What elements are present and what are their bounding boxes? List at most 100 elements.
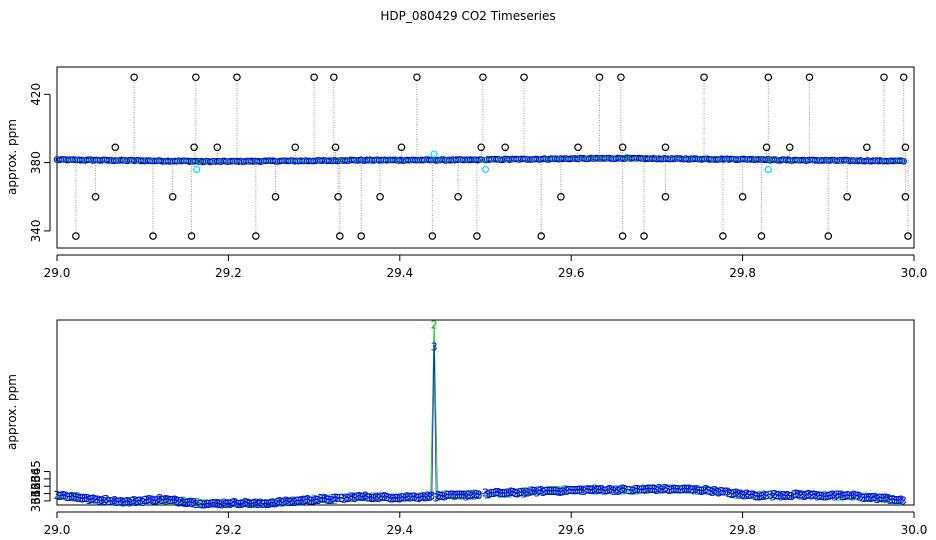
baseline-point-2 [330,158,336,164]
baseline-point-2 [543,156,549,162]
series-1-marker: 3 [300,495,307,508]
baseline-point-2 [373,157,379,163]
series-1-marker: 3 [109,496,116,509]
series-2-marker: 2 [74,490,81,503]
series-2-marker: 2 [434,490,441,503]
series-2-marker: 2 [417,490,424,503]
series-2-marker: 2 [897,495,904,508]
series-1-marker: 3 [383,491,390,504]
series-2-marker: 2 [410,491,417,504]
series-1-marker: 3 [324,494,331,507]
series-2-marker: 2 [355,491,362,504]
baseline-point-2 [695,156,702,162]
series-1-marker: 3 [538,484,545,497]
spike-point [91,192,100,201]
bottom-y-tick-label: 361 [29,490,43,513]
series-2-marker: 2 [623,484,630,497]
baseline-point-2 [823,157,829,163]
baseline-point-2 [865,158,872,164]
baseline-point-2 [716,156,723,162]
series-1-marker: 3 [488,487,495,500]
series-1-marker: 3 [159,494,166,507]
series-2-marker: 2 [465,488,472,501]
series-1-marker: 3 [636,484,643,497]
series-1-marker: 3 [531,485,538,498]
series-1-marker: 3 [251,497,258,510]
series-2-marker: 2 [893,495,900,508]
series-1-marker: 3 [501,487,508,500]
series-1-marker: 3 [246,498,253,511]
series-2-marker: 2 [252,498,259,511]
series-1-marker: 3 [484,488,491,501]
spike-point [904,232,912,240]
spike-point [376,192,384,201]
baseline-point-2 [352,157,359,163]
baseline-point-2 [128,157,134,164]
baseline-point-2 [287,158,294,164]
baseline-point-2 [81,157,87,163]
baseline-point-2 [245,158,252,164]
bottom-data-layer: 2222222222222222222222222222222222222222… [54,318,907,511]
series-1-marker: 3 [392,492,399,505]
series-2-marker: 2 [108,496,115,509]
series-1-marker: 3 [268,497,275,510]
series-1-marker: 3 [249,497,256,510]
series-1-marker: 3 [351,492,358,505]
series-1-marker: 3 [508,486,515,499]
baseline-point-2 [709,156,716,162]
series-1-marker: 3 [229,496,236,509]
series-2-marker: 2 [222,498,229,511]
series-1-marker: 3 [825,490,832,503]
series-1-marker: 3 [476,489,483,502]
series-1-marker: 3 [553,485,560,498]
series-1-marker: 3 [81,492,88,505]
series-1-marker: 3 [829,489,836,502]
series-1-marker: 3 [621,483,628,496]
series-2-marker: 2 [588,483,595,496]
series-1-marker: 3 [649,483,656,496]
series-1-marker: 3 [853,490,860,503]
spike-point [901,143,910,152]
series-1-marker: 3 [525,487,532,500]
series-1-marker: 3 [304,493,311,506]
series-1-marker: 3 [178,495,185,508]
series-1-marker: 3 [420,491,427,504]
series-1-marker: 3 [664,483,671,496]
baseline-point-2 [617,155,623,161]
series-2-marker: 2 [424,491,431,504]
series-1-marker: 3 [651,483,658,496]
series-2-marker: 2 [249,498,256,511]
baseline-point-2 [94,157,101,163]
baseline-point-2 [744,156,751,162]
spike-point [824,232,833,240]
series-1-marker: 3 [506,487,513,500]
series-2-marker: 2 [208,497,215,510]
baseline-point-2 [101,157,107,163]
baseline-point-2 [54,157,60,163]
series-2-marker: 2 [739,489,746,502]
series-1-marker: 3 [510,486,517,499]
series-1-marker: 3 [174,495,181,508]
series-1-marker: 3 [343,492,350,505]
series-1-marker: 3 [778,490,785,503]
series-1-marker: 3 [66,491,73,504]
series-1-marker: 3 [390,492,397,505]
series-1-marker: 3 [518,486,525,499]
baseline-point-2 [309,158,315,164]
series-2-marker: 2 [60,490,67,503]
spike-point [640,232,648,240]
series-1-marker: 3 [463,490,470,503]
series-1-marker: 3 [144,494,151,507]
series-2-marker: 2 [441,489,448,502]
series-2-marker: 2 [849,490,856,503]
series-1-marker: 3 [855,489,862,502]
series-2-marker: 2 [160,494,167,507]
baseline-point-2 [436,157,442,163]
series-1-marker: 3 [441,490,448,503]
series-1-marker: 3 [701,484,708,497]
series-1-marker: 3 [885,492,892,505]
series-1-marker: 3 [281,496,288,509]
series-1-marker: 3 [289,495,296,508]
series-2-marker: 2 [431,318,438,331]
series-1-marker: 3 [653,484,660,497]
